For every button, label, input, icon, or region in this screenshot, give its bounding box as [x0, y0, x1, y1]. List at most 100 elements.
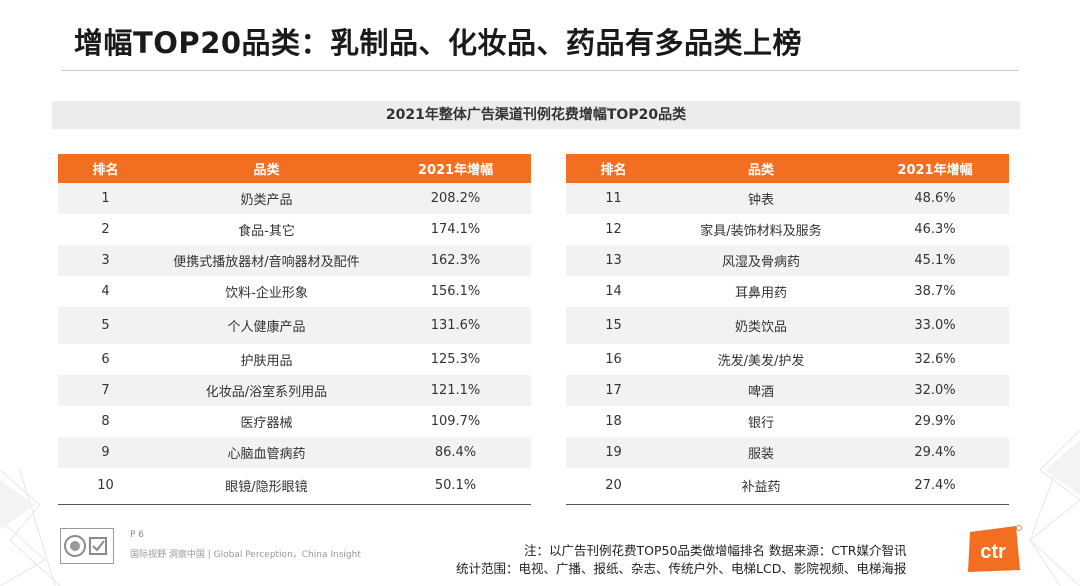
- growth-cell: 32.6%: [861, 344, 1009, 375]
- certification-logo: [60, 528, 114, 564]
- rank-cell: 1: [58, 183, 153, 214]
- category-cell: 耳鼻用药: [661, 276, 861, 307]
- table-row: 5 个人健康产品 131.6%: [58, 307, 531, 344]
- growth-cell: 29.4%: [861, 437, 1009, 468]
- rank-cell: 12: [566, 214, 661, 245]
- table-row: 17 啤酒 32.0%: [566, 375, 1009, 406]
- category-cell: 啤酒: [661, 375, 861, 406]
- table-row: 14 耳鼻用药 38.7%: [566, 276, 1009, 307]
- rank-cell: 19: [566, 437, 661, 468]
- footnote-scope: 统计范围：电视、广播、报纸、杂志、传统户外、电梯LCD、影院视频、电梯海报: [456, 561, 907, 576]
- header-growth: 2021年增幅: [380, 154, 531, 183]
- table-row: 6 护肤用品 125.3%: [58, 344, 531, 375]
- table-row: 15 奶类饮品 33.0%: [566, 307, 1009, 344]
- growth-cell: 46.3%: [861, 214, 1009, 245]
- rank-cell: 10: [58, 468, 153, 505]
- category-cell: 银行: [661, 406, 861, 437]
- category-cell: 饮料-企业形象: [153, 276, 380, 307]
- rank-cell: 11: [566, 183, 661, 214]
- category-cell: 家具/装饰材料及服务: [661, 214, 861, 245]
- table-row: 10 眼镜/隐形眼镜 50.1%: [58, 468, 531, 505]
- growth-cell: 33.0%: [861, 307, 1009, 344]
- growth-cell: 174.1%: [380, 214, 531, 245]
- category-cell: 便携式播放器材/音响器材及配件: [153, 245, 380, 276]
- growth-cell: 27.4%: [861, 468, 1009, 505]
- growth-cell: 156.1%: [380, 276, 531, 307]
- rank-cell: 14: [566, 276, 661, 307]
- table-row: 13 风湿及骨病药 45.1%: [566, 245, 1009, 276]
- rank-cell: 7: [58, 375, 153, 406]
- category-cell: 护肤用品: [153, 344, 380, 375]
- rank-cell: 4: [58, 276, 153, 307]
- footer-tagline: 国际视野 洞察中国 | Global Perception，China Insi…: [130, 550, 361, 560]
- ctr-logo: ctr: [966, 524, 1022, 574]
- category-cell: 洗发/美发/护发: [661, 344, 861, 375]
- growth-cell: 208.2%: [380, 183, 531, 214]
- growth-cell: 45.1%: [861, 245, 1009, 276]
- category-cell: 服装: [661, 437, 861, 468]
- category-cell: 化妆品/浴室系列用品: [153, 375, 380, 406]
- table-caption: 2021年整体广告渠道刊例花费增幅TOP20品类: [52, 101, 1020, 129]
- rank-cell: 18: [566, 406, 661, 437]
- growth-cell: 86.4%: [380, 437, 531, 468]
- category-cell: 钟表: [661, 183, 861, 214]
- table-header-row: 排名 品类 2021年增幅: [566, 154, 1009, 183]
- table-row: 4 饮料-企业形象 156.1%: [58, 276, 531, 307]
- title-divider: [62, 70, 1018, 71]
- header-rank: 排名: [566, 154, 661, 183]
- rank-cell: 5: [58, 307, 153, 344]
- table-row: 12 家具/装饰材料及服务 46.3%: [566, 214, 1009, 245]
- table-row: 18 银行 29.9%: [566, 406, 1009, 437]
- table-row: 2 食品-其它 174.1%: [58, 214, 531, 245]
- growth-cell: 162.3%: [380, 245, 531, 276]
- rank-cell: 17: [566, 375, 661, 406]
- category-cell: 风湿及骨病药: [661, 245, 861, 276]
- footnote-source: 注：以广告刊例花费TOP50品类做增幅排名 数据来源：CTR媒介智讯: [524, 543, 907, 558]
- growth-cell: 32.0%: [861, 375, 1009, 406]
- ctr-logo-text: ctr: [980, 541, 1006, 563]
- header-category: 品类: [153, 154, 380, 183]
- category-cell: 奶类饮品: [661, 307, 861, 344]
- page-number: P 6: [130, 530, 145, 540]
- table-row: 1 奶类产品 208.2%: [58, 183, 531, 214]
- table-row: 8 医疗器械 109.7%: [58, 406, 531, 437]
- rank-cell: 3: [58, 245, 153, 276]
- category-cell: 眼镜/隐形眼镜: [153, 468, 380, 505]
- table-row: 19 服装 29.4%: [566, 437, 1009, 468]
- growth-cell: 38.7%: [861, 276, 1009, 307]
- ranking-table-left: 排名 品类 2021年增幅 1 奶类产品 208.2% 2 食品-其它 174.1% 3…: [58, 154, 531, 505]
- growth-cell: 29.9%: [861, 406, 1009, 437]
- rank-cell: 15: [566, 307, 661, 344]
- growth-cell: 121.1%: [380, 375, 531, 406]
- category-cell: 补益药: [661, 468, 861, 505]
- header-category: 品类: [661, 154, 861, 183]
- ranking-table-right: 排名 品类 2021年增幅 11 钟表 48.6% 12 家具/装饰材料及服务 46.3…: [566, 154, 1009, 505]
- category-cell: 心脑血管病药: [153, 437, 380, 468]
- growth-cell: 131.6%: [380, 307, 531, 344]
- header-growth: 2021年增幅: [861, 154, 1009, 183]
- table-row: 7 化妆品/浴室系列用品 121.1%: [58, 375, 531, 406]
- header-rank: 排名: [58, 154, 153, 183]
- ctr-logo-icon: ctr: [968, 525, 1022, 572]
- growth-cell: 48.6%: [861, 183, 1009, 214]
- table-row: 3 便携式播放器材/音响器材及配件 162.3%: [58, 245, 531, 276]
- rank-cell: 20: [566, 468, 661, 505]
- rank-cell: 13: [566, 245, 661, 276]
- growth-cell: 125.3%: [380, 344, 531, 375]
- certification-seal-icon: [64, 535, 107, 557]
- category-cell: 医疗器械: [153, 406, 380, 437]
- rank-cell: 6: [58, 344, 153, 375]
- slide-title: 增幅TOP20品类：乳制品、化妆品、药品有多品类上榜: [74, 26, 803, 60]
- table-row: 20 补益药 27.4%: [566, 468, 1009, 505]
- category-cell: 奶类产品: [153, 183, 380, 214]
- table-header-row: 排名 品类 2021年增幅: [58, 154, 531, 183]
- table-row: 11 钟表 48.6%: [566, 183, 1009, 214]
- growth-cell: 109.7%: [380, 406, 531, 437]
- category-cell: 食品-其它: [153, 214, 380, 245]
- rank-cell: 2: [58, 214, 153, 245]
- rank-cell: 8: [58, 406, 153, 437]
- rank-cell: 16: [566, 344, 661, 375]
- table-row: 9 心脑血管病药 86.4%: [58, 437, 531, 468]
- rank-cell: 9: [58, 437, 153, 468]
- table-row: 16 洗发/美发/护发 32.6%: [566, 344, 1009, 375]
